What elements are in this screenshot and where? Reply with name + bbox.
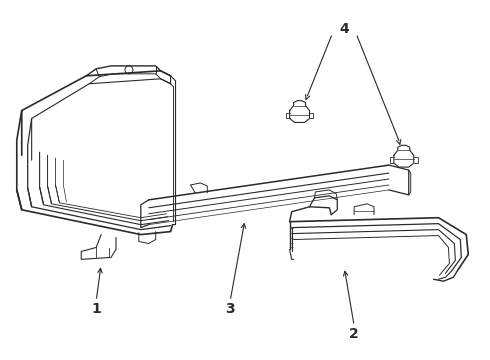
- Text: 1: 1: [91, 302, 101, 316]
- Text: 3: 3: [225, 302, 235, 316]
- Text: 2: 2: [349, 327, 359, 341]
- Text: 4: 4: [340, 22, 349, 36]
